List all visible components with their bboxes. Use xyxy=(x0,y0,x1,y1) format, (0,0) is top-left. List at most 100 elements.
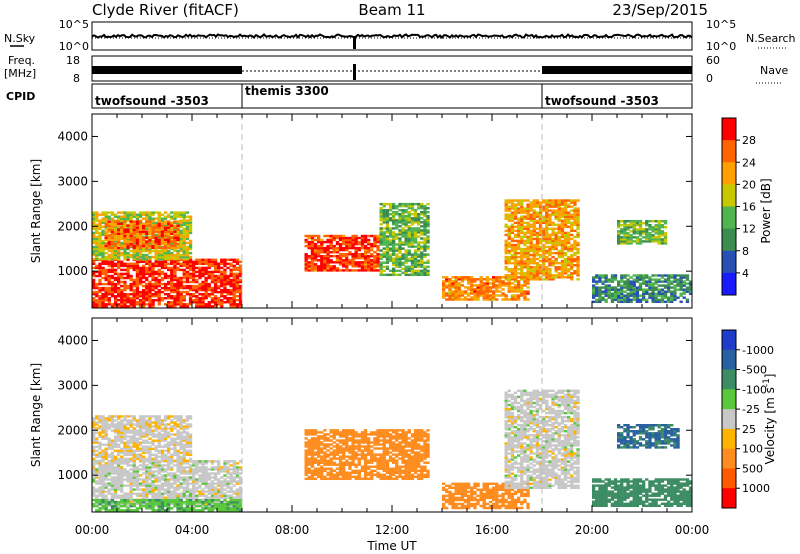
data-cell-5 xyxy=(470,292,474,295)
data-cell-8 xyxy=(620,240,624,243)
data-cell-1 xyxy=(148,213,152,216)
data-cell-4 xyxy=(388,204,393,208)
data-cell-4 xyxy=(420,271,424,275)
data-cell-3 xyxy=(338,269,343,272)
data-cell-6 xyxy=(529,262,533,265)
data-cell-0 xyxy=(135,474,140,477)
data-cell-1 xyxy=(179,237,183,241)
data-cell-2 xyxy=(120,232,124,236)
data-cell-0 xyxy=(223,270,227,274)
data-cell-0 xyxy=(151,472,155,475)
data-cell-4 xyxy=(417,227,421,230)
data-cell-0 xyxy=(92,260,96,264)
data-cell-0 xyxy=(126,476,130,479)
data-cell-0 xyxy=(117,480,121,483)
data-cell-2 xyxy=(148,246,152,250)
data-cell-7 xyxy=(632,298,636,302)
data-cell-0 xyxy=(192,293,196,296)
data-cell-7 xyxy=(607,286,611,289)
data-cell-0 xyxy=(92,488,96,491)
data-cell-0 xyxy=(213,303,218,306)
nsky-line xyxy=(91,33,693,39)
data-cell-0 xyxy=(182,476,186,479)
data-cell-0 xyxy=(157,278,161,282)
data-cell-4 xyxy=(395,263,399,266)
data-cell-4 xyxy=(401,227,405,230)
data-cell-6 xyxy=(529,266,533,269)
colorbar-swatch xyxy=(722,118,736,141)
data-cell-0 xyxy=(185,260,190,264)
data-cell-0 xyxy=(220,258,224,262)
data-cell-1 xyxy=(160,257,165,261)
data-cell-0 xyxy=(95,286,99,290)
data-cell-0 xyxy=(145,494,149,497)
data-cell-8 xyxy=(635,224,640,227)
data-cell-4 xyxy=(401,271,405,275)
data-cell-0 xyxy=(201,460,205,463)
data-cell-0 xyxy=(138,270,143,274)
data-cell-4 xyxy=(407,217,411,220)
data-cell-0 xyxy=(129,460,133,463)
data-cell-8 xyxy=(629,226,633,229)
data-cell-7 xyxy=(654,288,658,291)
data-cell-6 xyxy=(510,227,515,231)
data-cell-4 xyxy=(392,213,396,216)
data-cell-4 xyxy=(426,235,430,238)
data-cell-2 xyxy=(145,246,149,250)
data-cell-3 xyxy=(323,251,327,254)
data-cell-8 xyxy=(651,226,655,229)
data-cell-6 xyxy=(560,274,565,277)
data-cell-0 xyxy=(195,288,199,292)
data-cell-0 xyxy=(195,464,199,467)
data-cell-6 xyxy=(517,221,521,225)
data-cell-0 xyxy=(173,464,177,467)
data-cell-5 xyxy=(448,282,452,285)
data-cell-4 xyxy=(404,217,408,220)
data-cell-0 xyxy=(226,280,230,284)
data-cell-6 xyxy=(560,231,565,235)
data-cell-4 xyxy=(417,255,421,258)
data-cell-0 xyxy=(101,262,105,266)
data-cell-0 xyxy=(185,462,190,465)
data-cell-3 xyxy=(310,255,315,258)
data-cell-1 xyxy=(138,255,143,259)
data-cell-0 xyxy=(132,280,136,284)
data-cell-1 xyxy=(104,217,108,220)
data-cell-0 xyxy=(201,272,205,276)
data-cell-2 xyxy=(145,224,149,227)
data-cell-2 xyxy=(138,234,143,238)
data-cell-0 xyxy=(198,494,202,497)
data-cell-0 xyxy=(226,290,230,294)
data-cell-3 xyxy=(313,265,318,268)
data-cell-8 xyxy=(632,222,636,225)
data-cell-6 xyxy=(554,241,558,245)
data-cell-1 xyxy=(185,253,190,257)
data-cell-0 xyxy=(148,284,152,288)
data-cell-6 xyxy=(563,201,568,204)
data-cell-0 xyxy=(204,472,208,475)
data-cell-3 xyxy=(354,261,358,264)
data-cell-6 xyxy=(520,262,524,265)
data-cell-0 xyxy=(120,288,124,292)
data-cell-0 xyxy=(198,492,202,495)
data-cell-0 xyxy=(132,466,136,469)
data-cell-0 xyxy=(188,297,193,300)
data-cell-0 xyxy=(110,466,115,469)
data-cell-4 xyxy=(410,213,415,216)
data-cell-0 xyxy=(154,293,158,296)
data-cell-2 xyxy=(154,246,158,250)
data-cell-5 xyxy=(510,282,515,285)
data-cell-0 xyxy=(160,482,165,485)
data-cell-0 xyxy=(192,498,196,501)
data-cell-6 xyxy=(526,205,530,208)
data-cell-1 xyxy=(92,221,96,225)
data-cell-5 xyxy=(457,276,461,279)
data-cell-0 xyxy=(226,460,230,463)
data-cell-0 xyxy=(198,303,202,306)
data-cell-0 xyxy=(207,295,211,298)
data-cell-6 xyxy=(535,264,540,267)
data-cell-6 xyxy=(557,207,561,210)
data-cell-0 xyxy=(148,303,152,306)
data-cell-6 xyxy=(513,233,518,237)
data-cell-3 xyxy=(320,240,324,244)
